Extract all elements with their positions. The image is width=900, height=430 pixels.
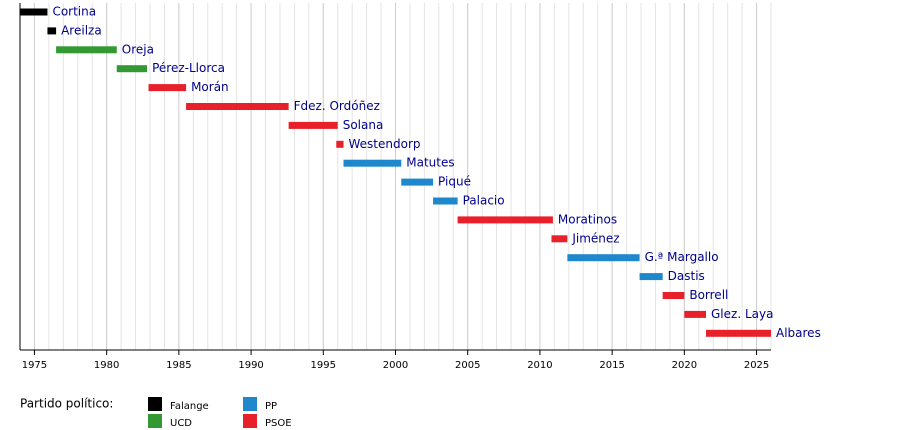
- bar: [56, 46, 117, 54]
- bar: [47, 27, 57, 35]
- bar-label: Piqué: [438, 175, 471, 189]
- x-tick-label: 2020: [672, 360, 697, 371]
- legend-swatch: [243, 397, 257, 411]
- x-tick-label: 1975: [22, 360, 47, 371]
- x-tick-label: 1985: [166, 360, 191, 371]
- bar-label: Glez. Laya: [711, 307, 773, 321]
- x-tick-label: 2015: [599, 360, 624, 371]
- bar: [706, 329, 771, 337]
- bar: [116, 65, 148, 73]
- legend-swatch: [148, 414, 162, 428]
- bar: [186, 103, 289, 110]
- legend-swatch: [148, 397, 162, 411]
- bar-label: Albares: [776, 326, 821, 340]
- legend-label: PSOE: [265, 418, 292, 429]
- bar-label: Westendorp: [349, 137, 421, 151]
- bar-label: Matutes: [406, 156, 454, 170]
- bar: [148, 84, 187, 92]
- bar: [639, 273, 663, 281]
- bar: [567, 254, 640, 262]
- bar: [662, 292, 685, 299]
- bar-label: Dastis: [668, 269, 705, 283]
- bar-label: G.ª Margallo: [645, 250, 719, 264]
- x-tick-label: 1990: [238, 360, 263, 371]
- bar-label: Solana: [343, 118, 384, 132]
- x-tick-label: 1995: [311, 360, 336, 371]
- bar-label: Jiménez: [571, 231, 619, 245]
- legend-swatch: [243, 414, 257, 428]
- legend-label: UCD: [170, 418, 192, 429]
- x-tick-label: 2005: [455, 360, 480, 371]
- bar-label: Areilza: [61, 23, 102, 37]
- bar: [401, 178, 434, 186]
- bar-label: Morán: [191, 80, 229, 94]
- bar-label: Moratinos: [558, 212, 617, 226]
- legend-label: PP: [265, 401, 277, 412]
- bar-label: Pérez-Llorca: [152, 61, 225, 75]
- x-tick-label: 2010: [527, 360, 552, 371]
- legend-label: Falange: [170, 401, 209, 412]
- bar: [343, 159, 402, 167]
- bar: [433, 197, 458, 205]
- bar-label: Oreja: [122, 42, 154, 56]
- x-tick-label: 2025: [744, 360, 769, 371]
- bar: [551, 235, 568, 243]
- bar-label: Borrell: [689, 288, 728, 302]
- x-tick-label: 2000: [383, 360, 408, 371]
- bar: [336, 140, 344, 148]
- bar: [20, 8, 48, 16]
- x-tick-label: 1980: [94, 360, 119, 371]
- bar-label: Fdez. Ordóñez: [294, 99, 380, 113]
- bar: [684, 310, 707, 318]
- bar-label: Cortina: [52, 5, 96, 19]
- bar: [288, 121, 338, 129]
- bar: [457, 216, 553, 224]
- legend-title: Partido político:: [20, 397, 113, 411]
- bar-label: Palacio: [463, 194, 505, 208]
